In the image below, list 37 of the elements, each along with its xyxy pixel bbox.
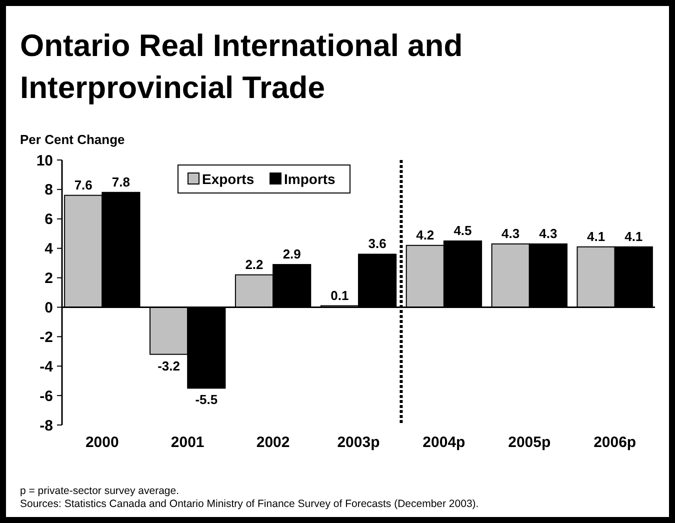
- y-axis-title: Per Cent Change: [20, 132, 125, 147]
- x-tick-label: 2004p: [422, 434, 466, 451]
- x-tick-label: 2003p: [337, 434, 380, 451]
- data-label: 2.9: [282, 246, 301, 262]
- data-label: 0.1: [330, 288, 349, 303]
- y-tick-label: 2: [44, 270, 53, 288]
- y-tick-label: 8: [44, 182, 53, 199]
- data-label: -5.5: [195, 392, 218, 408]
- data-label: 4.3: [539, 226, 558, 241]
- x-tick-label: 2000: [85, 434, 119, 451]
- chart-title: Ontario Real International and Interprovincial Trade: [20, 28, 463, 105]
- x-tick-label: 2005p: [508, 434, 551, 451]
- data-label: 4.3: [502, 226, 520, 241]
- data-label: 2.2: [245, 256, 264, 272]
- y-tick-label: -2: [40, 328, 53, 346]
- data-label: 4.1: [624, 228, 643, 244]
- legend-label: Exports: [202, 171, 254, 187]
- data-label: 4.5: [454, 222, 472, 238]
- y-tick-label: 6: [44, 211, 53, 228]
- data-label: 7.6: [74, 177, 92, 192]
- y-tick-label: -4: [40, 358, 54, 376]
- y-tick-label: 0: [44, 299, 53, 316]
- y-tick-label: 10: [36, 152, 53, 170]
- x-tick-label: 2001: [170, 434, 204, 451]
- data-label: 7.8: [112, 174, 130, 190]
- source-note: Sources: Statistics Canada and Ontario Ministry of Finance Survey of Forecasts (December 2003).: [20, 498, 479, 510]
- data-label: 4.1: [587, 228, 606, 244]
- y-tick-label: 4: [44, 240, 54, 258]
- text: p = private-sector survey average.: [20, 485, 180, 497]
- data-label: 4.2: [416, 227, 434, 242]
- x-tick-label: 2002: [256, 434, 290, 451]
- y-tick-label: -6: [40, 388, 53, 405]
- x-tick-label: 2006p: [594, 434, 636, 451]
- y-tick-label: -8: [40, 417, 53, 434]
- data-label: 3.6: [368, 236, 386, 252]
- legend-label: Imports: [284, 171, 336, 187]
- data-label: -3.2: [158, 358, 180, 374]
